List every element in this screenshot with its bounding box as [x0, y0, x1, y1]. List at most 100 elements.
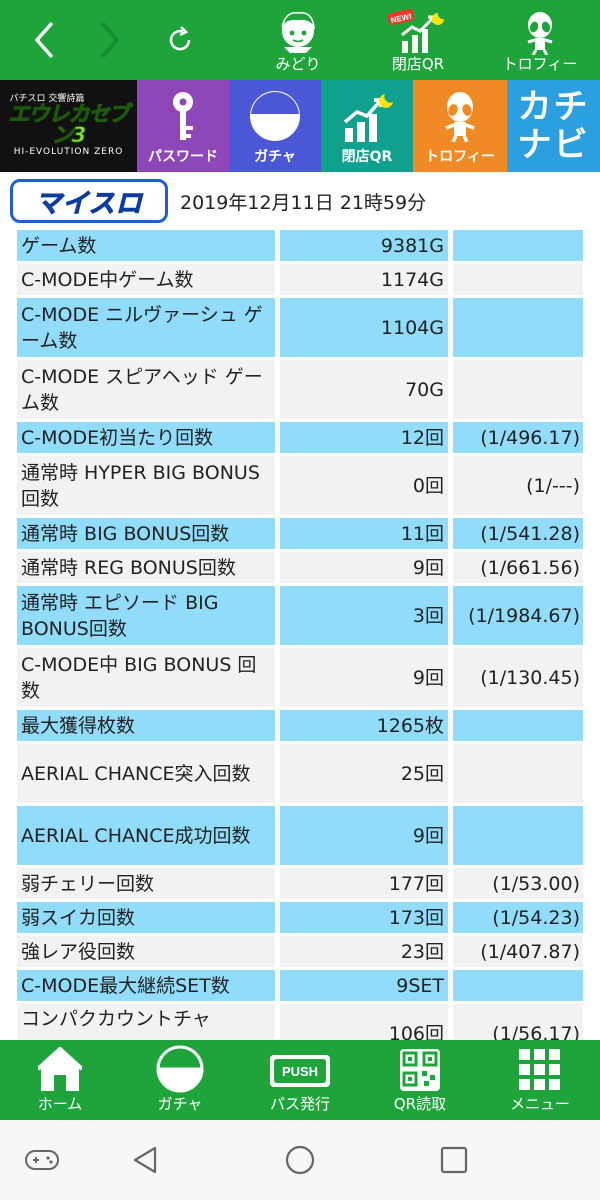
- table-row: 強レア役回数 23回 (1/407.87): [17, 936, 583, 967]
- row-probability: (1/54.23): [453, 902, 583, 933]
- system-nav-bar: [0, 1120, 600, 1200]
- gacha-capsule-icon: [250, 91, 300, 141]
- banner-label: 閉店QR: [341, 149, 393, 165]
- gacha-icon: [156, 1045, 204, 1093]
- game-button[interactable]: [12, 1140, 72, 1180]
- row-value: 1265枚: [280, 710, 448, 741]
- banner-closing-qr[interactable]: 閉店QR: [321, 80, 413, 172]
- nav-qr-scan[interactable]: QR読取: [360, 1040, 480, 1120]
- row-value: 173回: [280, 902, 448, 933]
- row-value: 9回: [280, 552, 448, 583]
- row-value: 177回: [280, 868, 448, 899]
- alien-trophy-icon: [445, 92, 475, 142]
- row-probability: (1/541.28): [453, 518, 583, 549]
- row-probability: (1/661.56): [453, 552, 583, 583]
- row-label: C-MODE ニルヴァーシュ ゲーム数: [17, 298, 275, 357]
- row-probability: (1/407.87): [453, 936, 583, 967]
- row-value: 9SET: [280, 970, 448, 1001]
- row-value: 9381G: [280, 230, 448, 261]
- table-row: 通常時 BIG BONUS回数 11回 (1/541.28): [17, 518, 583, 549]
- row-label: 通常時 エピソード BIG BONUS回数: [17, 586, 275, 645]
- topbar-item-label: みどり: [275, 55, 321, 73]
- reload-button[interactable]: [150, 14, 210, 66]
- nav-home[interactable]: ホーム: [0, 1040, 120, 1120]
- table-row: 弱チェリー回数 177回 (1/53.00): [17, 868, 583, 899]
- nav-menu[interactable]: メニュー: [480, 1040, 600, 1120]
- nav-gacha[interactable]: ガチャ: [120, 1040, 240, 1120]
- back-button[interactable]: [14, 14, 74, 66]
- square-recents-icon: [440, 1146, 468, 1174]
- row-probability: (1/---): [453, 456, 583, 515]
- banner-password[interactable]: パスワード: [137, 80, 229, 172]
- table-row: ゲーム数 9381G: [17, 230, 583, 261]
- row-value: 1104G: [280, 298, 448, 357]
- panel-header: マイスロ 2019年12月11日 21時59分: [10, 178, 426, 224]
- row-probability: (1/53.00): [453, 868, 583, 899]
- row-probability: [453, 710, 583, 741]
- row-label: 通常時 HYPER BIG BONUS回数: [17, 456, 275, 515]
- row-label: コンパクカウントチャ: [17, 1004, 275, 1040]
- kachinavi-logo-text: カチナビ: [517, 87, 590, 165]
- gamepad-icon: [25, 1150, 59, 1170]
- nav-pass-issue[interactable]: PUSH パス発行: [240, 1040, 360, 1120]
- row-value: 106回: [280, 1004, 448, 1040]
- recents-nav-button[interactable]: [424, 1140, 484, 1180]
- row-label: ゲーム数: [17, 230, 275, 261]
- myslo-logo: マイスロ: [10, 179, 168, 223]
- row-probability: (1/496.17): [453, 422, 583, 453]
- row-value: 3回: [280, 586, 448, 645]
- table-row: 最大獲得枚数 1265枚: [17, 710, 583, 741]
- banner-label: トロフィー: [425, 149, 495, 165]
- character-icon: [281, 12, 316, 53]
- row-value: 1174G: [280, 264, 448, 295]
- reload-icon: [169, 26, 191, 51]
- row-value: 25回: [280, 744, 448, 803]
- topbar-item-closing-qr[interactable]: NEW! 閉店QR: [363, 4, 473, 76]
- table-row: C-MODE中 BIG BONUS 回数 9回 (1/130.45): [17, 648, 583, 707]
- row-probability: [453, 264, 583, 295]
- row-value: 9回: [280, 806, 448, 865]
- banner-kachinavi[interactable]: カチナビ: [507, 80, 600, 172]
- row-value: 23回: [280, 936, 448, 967]
- row-label: C-MODE スピアヘッド ゲーム数: [17, 360, 275, 419]
- row-label: 通常時 BIG BONUS回数: [17, 518, 275, 549]
- forward-button[interactable]: [80, 14, 140, 66]
- row-label: 最大獲得枚数: [17, 710, 275, 741]
- data-timestamp: 2019年12月11日 21時59分: [180, 191, 427, 214]
- circle-home-icon: [285, 1145, 315, 1175]
- top-bar: みどり NEW! 閉店QR トロフィー: [0, 0, 600, 80]
- row-probability: [453, 230, 583, 261]
- row-label: C-MODE中 BIG BONUS 回数: [17, 648, 275, 707]
- new-badge: NEW!: [390, 12, 413, 25]
- banner-label: ガチャ: [254, 149, 296, 165]
- topbar-item-label: トロフィー: [502, 55, 578, 73]
- logo-small-text: パチスロ 交響詩篇: [9, 94, 85, 104]
- row-value: 9回: [280, 648, 448, 707]
- topbar-item-trophy[interactable]: トロフィー: [485, 4, 595, 76]
- table-row: C-MODE最大継続SET数 9SET: [17, 970, 583, 1001]
- game-logo: パチスロ 交響詩篇 エウレカセブン3 HI-EVOLUTION ZERO: [4, 95, 134, 157]
- topbar-item-midori[interactable]: みどり: [243, 4, 353, 76]
- nav-label: ガチャ: [157, 1095, 203, 1113]
- home-nav-button[interactable]: [270, 1140, 330, 1180]
- triangle-back-icon: [133, 1146, 157, 1174]
- qr-chart-icon: NEW!: [388, 9, 444, 53]
- banner-gacha[interactable]: ガチャ: [229, 80, 321, 172]
- qr-icon: [400, 1049, 440, 1091]
- row-label: C-MODE初当たり回数: [17, 422, 275, 453]
- table-row: AERIAL CHANCE突入回数 25回: [17, 744, 583, 803]
- myslo-logo-text: マイスロ: [35, 188, 143, 219]
- row-label: 強レア役回数: [17, 936, 275, 967]
- row-label: AERIAL CHANCE成功回数: [17, 806, 275, 865]
- key-icon: [173, 92, 193, 140]
- game-logo-banner[interactable]: パチスロ 交響詩篇 エウレカセブン3 HI-EVOLUTION ZERO: [0, 80, 137, 172]
- row-probability: [453, 970, 583, 1001]
- row-probability: [453, 298, 583, 357]
- row-value: 12回: [280, 422, 448, 453]
- table-row: コンパクカウントチャ 106回 (1/56.17): [17, 1004, 583, 1040]
- table-row: C-MODE中ゲーム数 1174G: [17, 264, 583, 295]
- table-row: C-MODE ニルヴァーシュ ゲーム数 1104G: [17, 298, 583, 357]
- banner-trophy[interactable]: トロフィー: [413, 80, 507, 172]
- back-nav-button[interactable]: [115, 1140, 175, 1180]
- nav-label: メニュー: [509, 1095, 570, 1113]
